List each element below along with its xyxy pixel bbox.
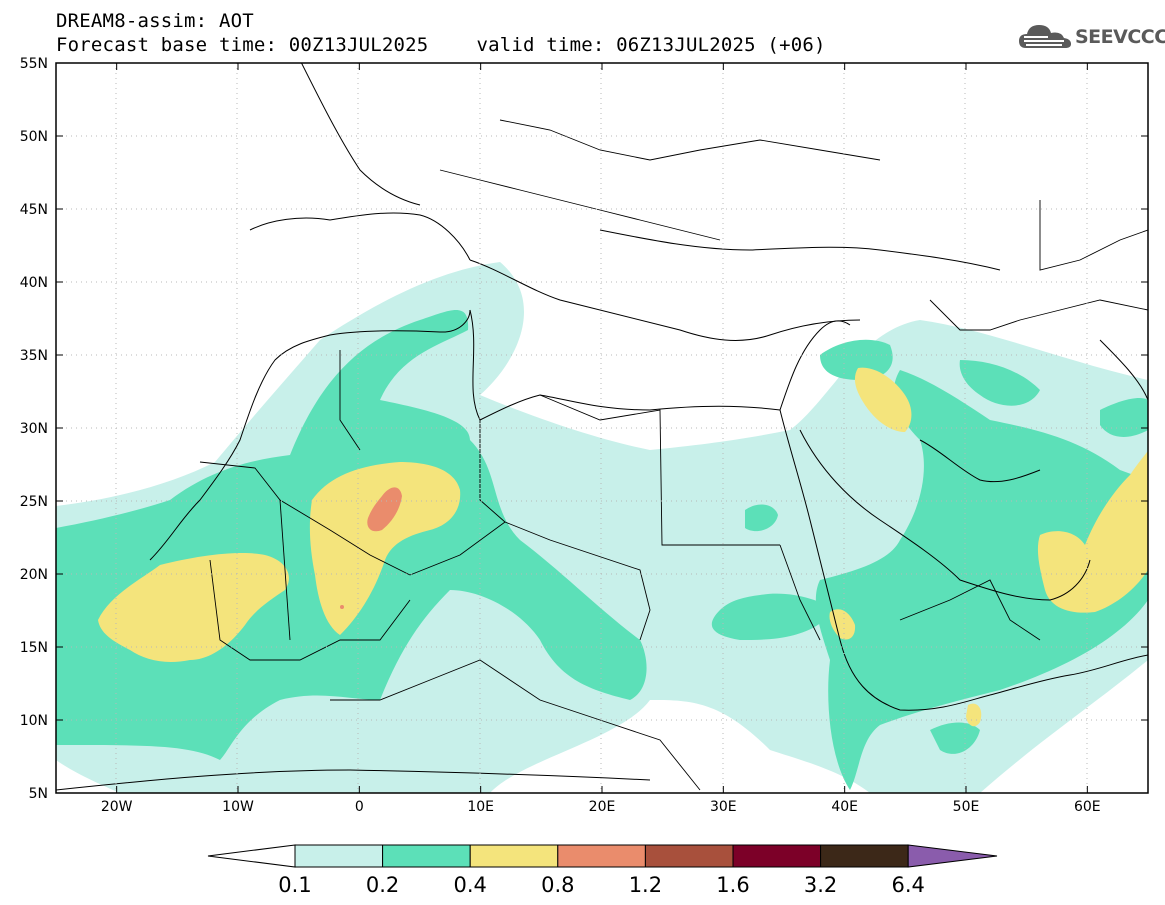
logo-text: SEEVCCC [1075,26,1165,48]
colorbar-segment [732,844,822,868]
aot-contour-0.8-1.2 [340,487,402,609]
lon-label: 10E [467,799,494,815]
colorbar-label: 6.4 [891,873,924,897]
longitude-ticks [116,63,1088,793]
colorbar-label: 1.2 [629,873,662,897]
colorbar-segment [820,844,909,868]
colorbar-segment [469,844,559,868]
lat-label: 55N [20,56,48,72]
country-borders [199,119,1148,791]
colorbar-label: 3.2 [804,873,837,897]
lat-label: 35N [20,348,48,364]
lat-label: 5N [29,786,48,802]
graticule [56,63,1148,793]
colorbar-label: 0.1 [278,873,311,897]
lat-label: 20N [20,567,48,583]
lon-label: 40E [831,799,858,815]
colorbar-label: 0.4 [453,873,486,897]
latitude-labels: 55N 50N 45N 40N 35N 30N 25N 20N 15N 10N 5N [20,56,48,802]
map-title: DREAM8-assim: AOT [56,10,254,32]
lon-label: 10W [222,799,254,815]
lat-label: 45N [20,202,48,218]
colorbar-segment [644,844,734,868]
lon-label: 30E [710,799,737,815]
colorbar-segment [557,844,646,868]
lon-label: 60E [1074,799,1101,815]
time-info: Forecast base time: 00Z13JUL2025 valid ti… [56,34,826,56]
aot-contour-0.4-0.8 [98,367,1148,727]
colorbar-high-triangle [907,844,998,868]
valid-time: valid time: 06Z13JUL2025 (+06) [476,34,826,56]
lon-label: 50E [953,799,980,815]
lat-label: 25N [20,494,48,510]
lat-label: 15N [20,640,48,656]
coastlines-borders [56,63,1148,791]
cloud-icon [1019,25,1071,48]
lat-label: 10N [20,713,48,729]
colorbar-label: 0.2 [366,873,399,897]
lat-label: 40N [20,275,48,291]
lat-label: 50N [20,129,48,145]
longitude-labels: 20W 10W 0 10E 20E 30E 40E 50E 60E [101,799,1101,815]
colorbar: 0.1 0.2 0.4 0.8 1.2 1.6 3.2 6.4 [207,844,998,897]
lat-label: 30N [20,421,48,437]
colorbar-label: 1.6 [716,873,749,897]
seevccc-logo: SEEVCCC [1018,22,1165,52]
colorbar-low-triangle [207,844,296,868]
colorbar-segment [382,844,471,868]
colorbar-label: 0.8 [541,873,574,897]
colorbar-segment [294,844,384,868]
lon-label: 20W [101,799,133,815]
lon-label: 20E [589,799,616,815]
base-time: Forecast base time: 00Z13JUL2025 [56,34,429,56]
aot-field [56,262,1148,793]
latitude-ticks [56,62,1148,794]
lon-label: 0 [355,799,364,815]
